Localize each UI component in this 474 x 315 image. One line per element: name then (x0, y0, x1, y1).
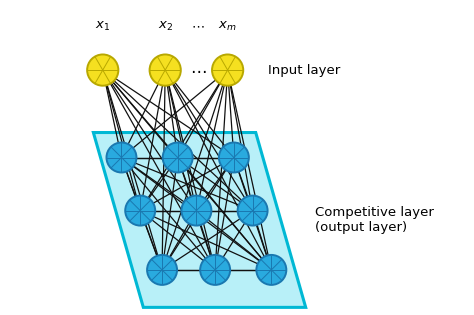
Circle shape (212, 54, 243, 86)
Circle shape (182, 196, 211, 226)
Polygon shape (93, 133, 306, 307)
Circle shape (150, 54, 181, 86)
Circle shape (256, 255, 286, 285)
Text: $x_1$: $x_1$ (95, 20, 110, 33)
Circle shape (163, 142, 192, 173)
Text: $x_2$: $x_2$ (158, 20, 173, 33)
Circle shape (200, 255, 230, 285)
Text: Competitive layer
(output layer): Competitive layer (output layer) (315, 206, 434, 234)
Circle shape (237, 196, 268, 226)
Text: $\cdots$: $\cdots$ (190, 61, 206, 79)
Circle shape (125, 196, 155, 226)
Text: Input layer: Input layer (268, 64, 340, 77)
Circle shape (147, 255, 177, 285)
Text: $x_m$: $x_m$ (219, 20, 237, 33)
Text: $\cdots$: $\cdots$ (191, 20, 205, 33)
Circle shape (107, 142, 137, 173)
Circle shape (219, 142, 249, 173)
Circle shape (87, 54, 118, 86)
